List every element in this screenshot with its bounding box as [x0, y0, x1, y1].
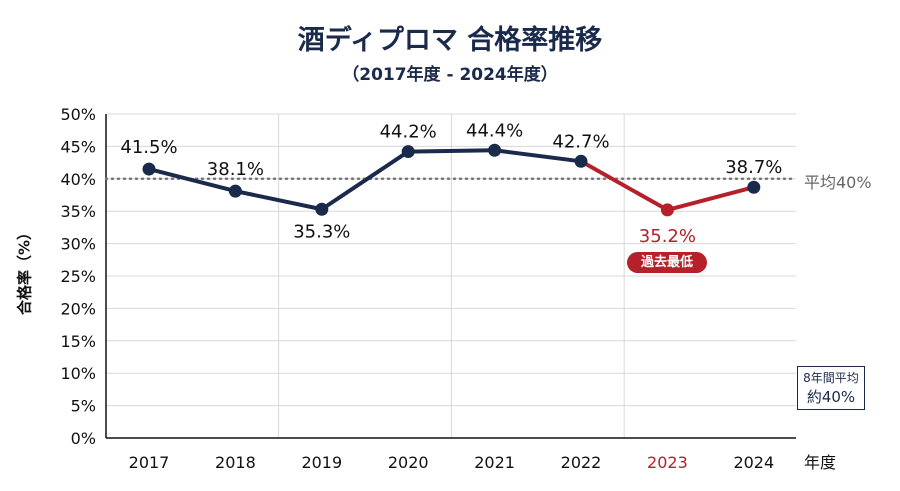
- series-segment: [319, 149, 411, 212]
- data-point: [315, 202, 329, 216]
- data-point: [401, 145, 415, 159]
- y-tick-label: 50%: [60, 105, 96, 124]
- lowest-badge: 過去最低: [627, 252, 707, 273]
- y-tick-label: 0%: [71, 429, 96, 448]
- series-segment: [665, 185, 756, 212]
- data-label: 38.1%: [207, 159, 264, 180]
- y-tick-label: 10%: [60, 364, 96, 383]
- average-note-line2: 約40%: [806, 388, 856, 406]
- x-axis-label: 年度: [804, 453, 837, 472]
- series-segment: [147, 167, 238, 194]
- data-point: [488, 143, 502, 157]
- series-segment: [579, 159, 670, 212]
- x-tick-label: 2024: [733, 453, 774, 472]
- x-tick-label: 2018: [215, 453, 256, 472]
- x-tick-label: 2021: [474, 453, 515, 472]
- x-tick-label: 2020: [388, 453, 429, 472]
- data-point: [228, 184, 242, 198]
- y-tick-label: 25%: [60, 267, 96, 286]
- y-tick-label: 40%: [60, 170, 96, 189]
- data-label: 35.3%: [293, 221, 350, 242]
- data-point: [660, 203, 674, 217]
- average-note: 8年間平均 約40%: [797, 366, 865, 410]
- x-tick-label: 2019: [301, 453, 342, 472]
- series-segment: [406, 148, 497, 154]
- y-tick-label: 45%: [60, 137, 96, 156]
- data-point: [142, 162, 156, 176]
- x-tick-label: 2023: [647, 453, 688, 472]
- y-tick-label: 20%: [60, 299, 96, 318]
- data-point: [574, 154, 588, 168]
- data-label: 42.7%: [552, 131, 609, 152]
- x-tick-label: 2017: [129, 453, 170, 472]
- data-label: 41.5%: [120, 137, 177, 158]
- y-tick-label: 15%: [60, 332, 96, 351]
- data-point: [747, 180, 761, 194]
- data-label: 44.2%: [380, 122, 437, 143]
- series-segment: [492, 148, 583, 164]
- chart-subtitle: （2017年度 - 2024年度）: [342, 65, 558, 85]
- chart-title: 酒ディプロマ 合格率推移: [297, 25, 603, 56]
- data-label: 38.7%: [725, 157, 782, 178]
- x-tick-label: 2022: [561, 453, 602, 472]
- y-tick-label: 5%: [71, 397, 96, 416]
- data-label: 35.2%: [639, 226, 696, 247]
- y-tick-label: 30%: [60, 235, 96, 254]
- average-line-label: 平均40%: [804, 173, 872, 192]
- y-axis-label: 合格率（%）: [15, 224, 34, 316]
- y-tick-label: 35%: [60, 202, 96, 221]
- data-label: 44.4%: [466, 120, 523, 141]
- series-segment: [233, 189, 324, 212]
- average-note-line1: 8年間平均: [803, 371, 859, 385]
